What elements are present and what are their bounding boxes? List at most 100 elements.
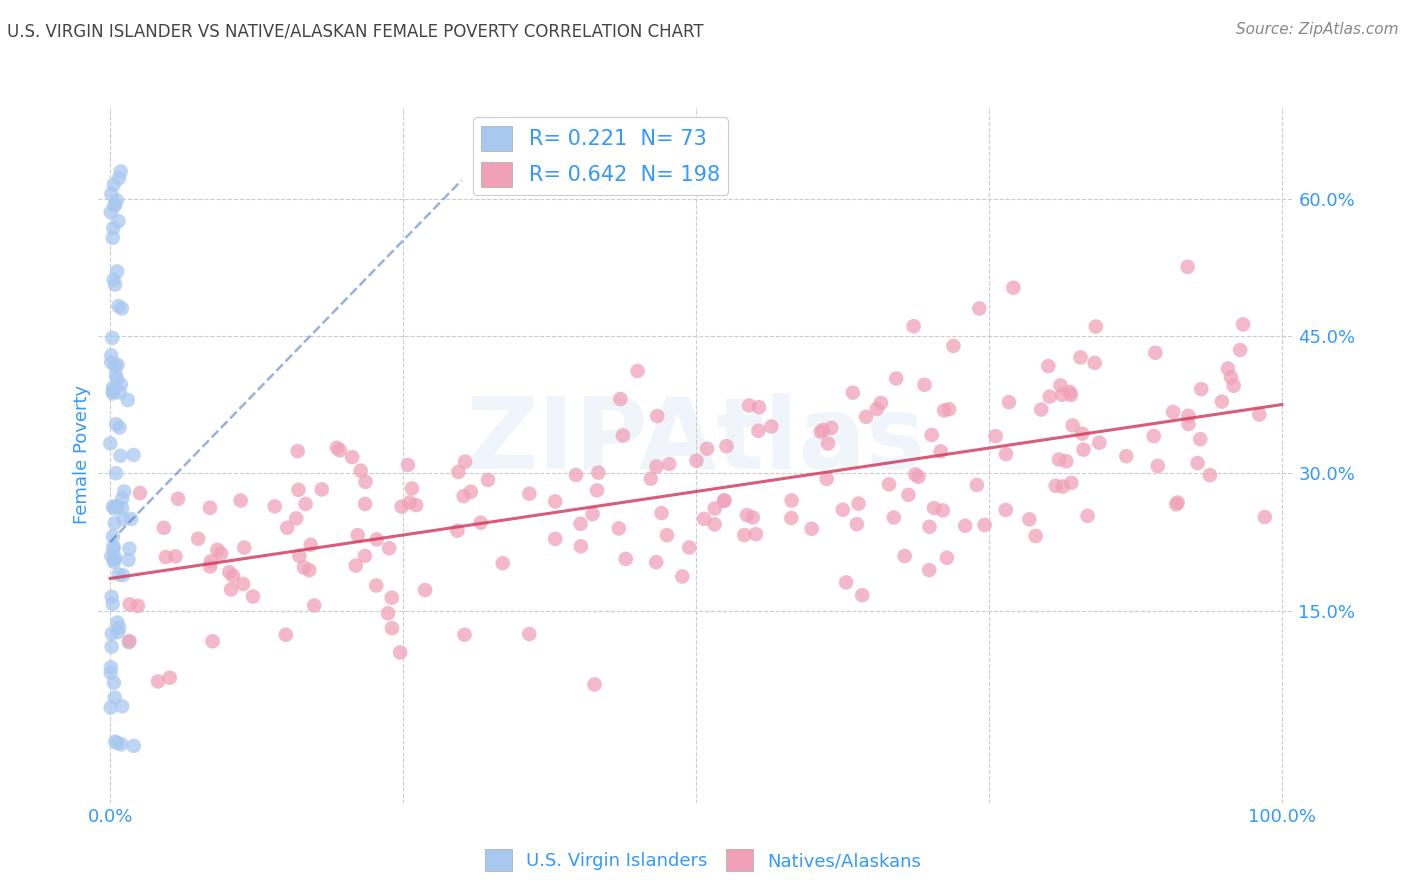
Point bbox=[583, 677, 606, 691]
Point bbox=[104, 197, 127, 211]
Point bbox=[153, 521, 176, 535]
Point bbox=[588, 466, 610, 480]
Point bbox=[966, 478, 988, 492]
Point bbox=[326, 441, 349, 455]
Point bbox=[105, 264, 128, 278]
Point bbox=[640, 472, 662, 486]
Point bbox=[1071, 426, 1094, 441]
Point bbox=[1049, 378, 1071, 392]
Point bbox=[377, 607, 399, 621]
Point bbox=[350, 464, 373, 478]
Point bbox=[101, 386, 124, 401]
Point bbox=[733, 528, 755, 542]
Point bbox=[745, 527, 768, 541]
Point bbox=[914, 377, 936, 392]
Point bbox=[1222, 378, 1244, 392]
Point bbox=[298, 563, 321, 577]
Point bbox=[165, 549, 187, 564]
Point bbox=[105, 372, 128, 386]
Point bbox=[921, 428, 943, 442]
Point bbox=[104, 734, 127, 748]
Point bbox=[581, 507, 603, 521]
Point bbox=[111, 301, 134, 316]
Point bbox=[285, 511, 308, 525]
Point bbox=[703, 501, 725, 516]
Point bbox=[655, 528, 678, 542]
Point bbox=[112, 511, 135, 525]
Point bbox=[903, 319, 925, 334]
Point bbox=[685, 453, 707, 467]
Point bbox=[1045, 479, 1067, 493]
Point bbox=[101, 500, 124, 514]
Point bbox=[207, 542, 229, 557]
Point bbox=[651, 506, 673, 520]
Point bbox=[1161, 405, 1184, 419]
Point bbox=[995, 447, 1018, 461]
Point bbox=[354, 497, 377, 511]
Point bbox=[107, 214, 129, 228]
Point bbox=[935, 550, 957, 565]
Point bbox=[110, 737, 132, 751]
Point bbox=[866, 401, 889, 416]
Point bbox=[855, 409, 877, 424]
Point bbox=[107, 625, 129, 640]
Point bbox=[1060, 475, 1083, 490]
Point bbox=[100, 187, 122, 202]
Point bbox=[678, 541, 700, 555]
Point bbox=[870, 396, 893, 410]
Point bbox=[287, 483, 309, 497]
Point bbox=[104, 198, 127, 212]
Point bbox=[167, 491, 190, 506]
Point bbox=[276, 521, 298, 535]
Point bbox=[405, 498, 427, 512]
Point bbox=[1038, 359, 1060, 373]
Point bbox=[401, 482, 423, 496]
Point bbox=[98, 436, 121, 450]
Point bbox=[118, 635, 141, 649]
Point bbox=[100, 660, 122, 674]
Point bbox=[517, 627, 540, 641]
Point bbox=[1039, 390, 1062, 404]
Point bbox=[1229, 343, 1251, 357]
Point bbox=[110, 164, 132, 178]
Point bbox=[381, 591, 404, 605]
Point bbox=[104, 516, 127, 531]
Point bbox=[110, 449, 132, 463]
Point bbox=[232, 577, 254, 591]
Point bbox=[222, 569, 245, 583]
Point bbox=[101, 231, 124, 245]
Point bbox=[118, 541, 141, 556]
Point bbox=[761, 419, 783, 434]
Point bbox=[884, 371, 907, 385]
Point bbox=[932, 403, 955, 417]
Point bbox=[1144, 345, 1167, 359]
Point bbox=[122, 739, 145, 753]
Point bbox=[693, 512, 716, 526]
Point bbox=[103, 675, 125, 690]
Point bbox=[104, 359, 127, 373]
Point bbox=[112, 568, 135, 582]
Point bbox=[389, 645, 412, 659]
Point bbox=[100, 640, 122, 654]
Point bbox=[671, 569, 693, 583]
Point bbox=[1084, 356, 1107, 370]
Point bbox=[201, 634, 224, 648]
Point bbox=[103, 552, 125, 566]
Point bbox=[877, 477, 900, 491]
Point bbox=[569, 539, 592, 553]
Point bbox=[122, 448, 145, 462]
Point bbox=[346, 528, 368, 542]
Point bbox=[1073, 442, 1095, 457]
Point bbox=[108, 420, 131, 434]
Point bbox=[103, 555, 125, 569]
Point bbox=[998, 395, 1021, 409]
Point bbox=[108, 621, 131, 635]
Point bbox=[645, 409, 668, 423]
Point bbox=[100, 590, 122, 604]
Point bbox=[696, 442, 718, 456]
Point bbox=[127, 599, 149, 613]
Point bbox=[302, 599, 325, 613]
Point bbox=[565, 468, 588, 483]
Point bbox=[1052, 479, 1074, 493]
Point bbox=[1216, 361, 1239, 376]
